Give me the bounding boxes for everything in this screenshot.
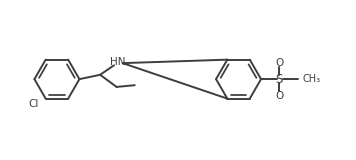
Text: CH₃: CH₃ <box>302 74 320 84</box>
Text: Cl: Cl <box>28 99 39 109</box>
Text: S: S <box>276 73 283 86</box>
Text: O: O <box>275 58 283 68</box>
Text: O: O <box>275 91 283 101</box>
Text: HN: HN <box>110 57 125 67</box>
